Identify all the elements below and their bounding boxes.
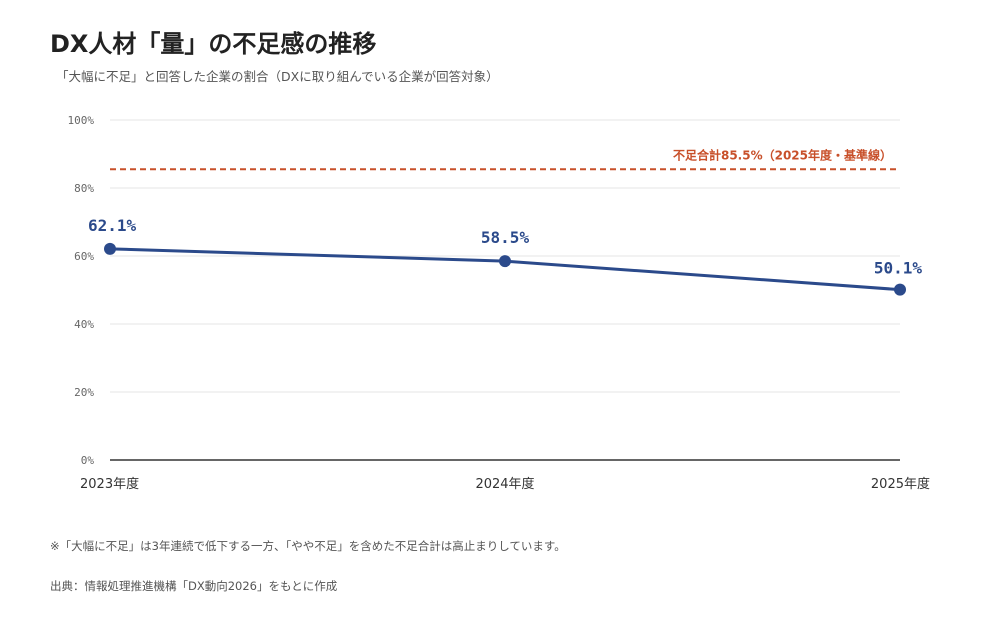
y-tick-label: 80% <box>74 182 94 195</box>
y-tick-label: 40% <box>74 318 94 331</box>
chart-subtitle: 「大幅に不足」と回答した企業の割合（DXに取り組んでいる企業が回答対象） <box>56 69 499 84</box>
gridlines <box>110 119 900 393</box>
data-label: 58.5% <box>481 228 530 247</box>
reference-line-label: 不足合計85.5%（2025年度・基準線） <box>673 147 892 162</box>
y-tick-label: 0% <box>81 454 95 467</box>
x-axis-ticks: 2023年度 2024年度 2025年度 <box>80 476 930 492</box>
chart-title: DX人材「量」の不足感の推移 <box>50 30 377 58</box>
x-tick-label: 2023年度 <box>80 476 139 492</box>
series-group <box>104 242 906 296</box>
source-credit: 出典：情報処理推進機構「DX動向2026」をもとに作成 <box>50 579 338 593</box>
data-label: 62.1% <box>88 216 137 235</box>
data-labels: 62.1% 58.5% 50.1% <box>88 216 922 278</box>
x-tick-label: 2025年度 <box>871 476 930 492</box>
y-tick-label: 100% <box>68 114 95 127</box>
x-tick-label: 2024年度 <box>475 476 534 492</box>
y-axis-ticks: 0% 20% 40% 60% 80% 100% <box>68 114 95 467</box>
reference-line-group: 不足合計85.5%（2025年度・基準線） <box>110 147 900 171</box>
data-label: 50.1% <box>874 259 923 278</box>
data-point <box>499 255 511 268</box>
footnote: ※「大幅に不足」は3年連続で低下する一方、「やや不足」を含めた不足合計は高止まり… <box>50 539 566 553</box>
data-point <box>894 283 906 296</box>
y-tick-label: 20% <box>74 386 94 399</box>
y-tick-label: 60% <box>74 250 94 263</box>
series-line <box>109 247 901 292</box>
data-point <box>104 242 116 255</box>
